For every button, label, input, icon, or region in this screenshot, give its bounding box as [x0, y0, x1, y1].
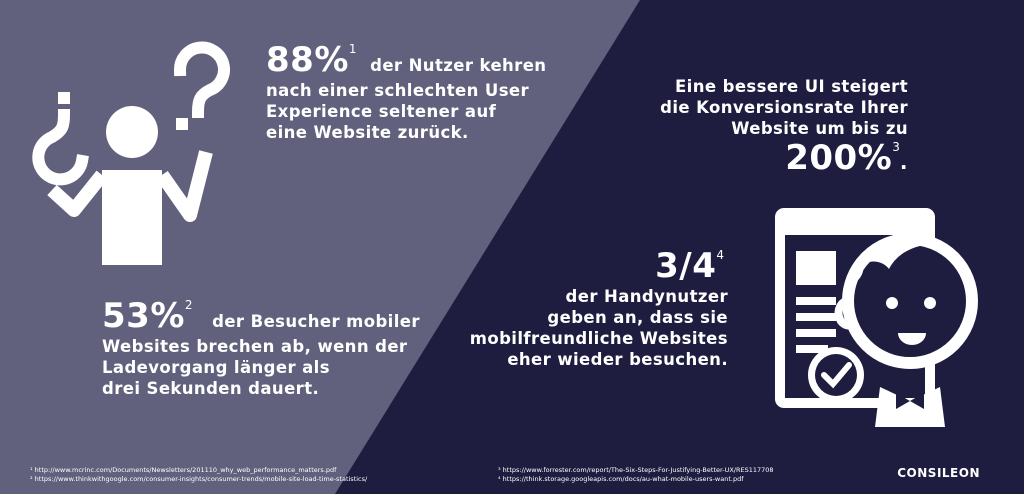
stat1-value: 88% [266, 40, 349, 80]
stat3-body: Eine bessere UI steigert die Konversions… [660, 76, 908, 139]
stat2-headline: 53%2 der Besucher mobiler [102, 296, 420, 336]
stat4-line: geben an, dass sie [547, 308, 728, 327]
stat4-body: der Handynutzer geben an, dass sie mobil… [470, 286, 728, 370]
footnote-3: ³ https://www.forrester.com/report/The-S… [498, 466, 774, 474]
left-panel [0, 0, 640, 494]
stat3-ref: 3 [892, 140, 900, 154]
confused-person-icon [32, 41, 230, 265]
footnote-2: ² https://www.thinkwithgoogle.com/consum… [30, 475, 368, 483]
stat3-trail: . [899, 150, 908, 174]
stat4-line: mobilfreundliche Websites [469, 329, 728, 348]
stat3-headline: 200%3. [785, 138, 908, 178]
stat2-line1: der Besucher mobiler [212, 312, 420, 331]
stat1-line: Experience seltener auf [266, 102, 497, 121]
smiling-person-browser-icon [775, 208, 978, 427]
footnotes-right: ³ https://www.forrester.com/report/The-S… [498, 466, 774, 484]
stat2-line: Websites brechen ab, wenn der [102, 337, 408, 356]
stat4-value: 3/4 [655, 246, 717, 286]
footnotes-left: ¹ http://www.mcrinc.com/Documents/Newsle… [30, 466, 367, 484]
stat1-line: nach einer schlechten User [266, 81, 530, 100]
stat1-line1: der Nutzer kehren [370, 56, 547, 75]
stat2-ref: 2 [184, 298, 193, 312]
stat4-line: der Handynutzer [565, 287, 728, 306]
footnote-4: ⁴ https://think.storage.googleapis.com/d… [498, 475, 744, 483]
stat3-line: Website um bis zu [731, 119, 908, 138]
stat2-line: Ladevorgang länger als [102, 358, 330, 377]
stat4-ref: 4 [716, 248, 724, 262]
stat1-headline: 88%1 der Nutzer kehren [266, 40, 546, 80]
consileon-logo: CONSILEON [897, 466, 980, 480]
stat1-body: nach einer schlechten User Experience se… [266, 80, 529, 143]
stat2-body: Websites brechen ab, wenn der Ladevorgan… [102, 336, 407, 399]
stat4-line: eher wieder besuchen. [507, 350, 728, 369]
stat1-line: eine Website zurück. [266, 123, 469, 142]
stat2-value: 53% [102, 296, 185, 336]
stat3-line: die Konversionsrate Ihrer [660, 98, 908, 117]
stat3-value: 200% [785, 138, 893, 178]
footnote-1: ¹ http://www.mcrinc.com/Documents/Newsle… [30, 466, 337, 474]
stat2-line: drei Sekunden dauert. [102, 379, 320, 398]
stat3-line: Eine bessere UI steigert [675, 77, 908, 96]
stat1-ref: 1 [348, 42, 357, 56]
stat4-headline: 3/44 [655, 246, 724, 286]
